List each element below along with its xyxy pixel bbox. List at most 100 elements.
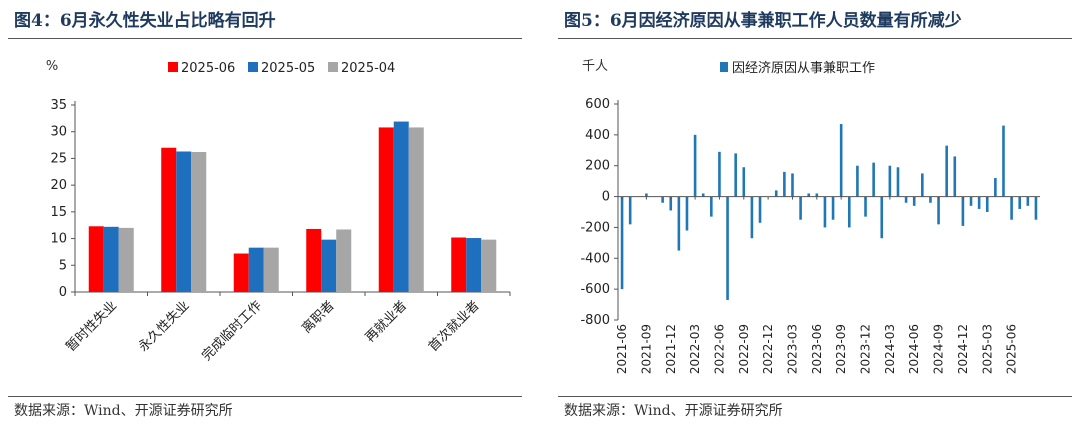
bar-month-23 bbox=[807, 193, 811, 197]
x-tick-label: 2021-06 bbox=[615, 324, 629, 374]
legend-swatch-2025-06 bbox=[168, 62, 178, 72]
x-tick-label: 2024-03 bbox=[883, 324, 897, 374]
x-tick-label: 暂时性失业 bbox=[63, 298, 120, 355]
source-divider bbox=[558, 396, 1072, 397]
bar-month-35 bbox=[904, 196, 908, 203]
legend-swatch-2025-05 bbox=[248, 62, 258, 72]
y-axis-unit: % bbox=[46, 59, 58, 74]
bar-month-0 bbox=[620, 196, 624, 290]
bar-month-19 bbox=[774, 190, 778, 197]
y-tick-label: 600 bbox=[585, 97, 610, 112]
bar-month-39 bbox=[937, 196, 940, 225]
bar-month-48 bbox=[1010, 196, 1013, 220]
bar-month-44 bbox=[977, 196, 981, 209]
figure-5-panel: 图5：6月因经济原因从事兼职工作人员数量有所减少 千人 因经济原因从事兼职工作 -8… bbox=[550, 0, 1080, 440]
bar-month-5 bbox=[661, 196, 664, 203]
bar-month-30 bbox=[864, 196, 867, 217]
bar-month-34 bbox=[896, 167, 900, 197]
x-tick-label: 首次就业者 bbox=[425, 298, 482, 355]
bar-month-21 bbox=[791, 173, 794, 197]
bar-month-45 bbox=[985, 196, 989, 212]
bar-2025-05-再就业者 bbox=[393, 121, 409, 292]
y-tick-label: -200 bbox=[580, 220, 610, 235]
bar-month-14 bbox=[734, 153, 737, 197]
bar-2025-04-暂时性失业 bbox=[118, 227, 134, 292]
bar-month-49 bbox=[1018, 196, 1022, 209]
x-tick-label: 2022-06 bbox=[712, 324, 726, 374]
x-tick-label: 2024-09 bbox=[932, 324, 946, 374]
x-tick-label: 2021-12 bbox=[664, 324, 678, 374]
bar-2025-05-完成临时工作 bbox=[248, 247, 264, 292]
y-tick-label: 400 bbox=[585, 128, 610, 143]
x-tick-label: 2022-09 bbox=[737, 324, 751, 374]
bar-month-31 bbox=[872, 162, 875, 197]
bar-month-46 bbox=[994, 178, 997, 197]
part-time-economic-reasons-chart: 千人 因经济原因从事兼职工作 -800 -600 -400 -200 0 200 400 600 2… bbox=[580, 59, 1040, 374]
bar-month-26 bbox=[831, 196, 835, 220]
x-tick-label: 2022-12 bbox=[761, 324, 775, 374]
bar-month-3 bbox=[645, 193, 648, 197]
figure-4-title: 图4：6月永久性失业占比略有回升 bbox=[14, 11, 276, 31]
bar-month-51 bbox=[1034, 196, 1038, 220]
x-tick-label: 永久性失业 bbox=[136, 298, 193, 355]
bar-2025-06-再就业者 bbox=[378, 127, 394, 292]
legend-label-2025-04: 2025-04 bbox=[341, 61, 395, 76]
x-tick-label: 2025-06 bbox=[1005, 324, 1019, 374]
bar-month-25 bbox=[823, 196, 827, 228]
y-tick-label: 0 bbox=[602, 190, 610, 205]
bar-month-40 bbox=[945, 145, 948, 197]
bar-month-37 bbox=[921, 173, 924, 197]
x-tick-label: 再就业者 bbox=[363, 298, 410, 345]
bar-month-15 bbox=[742, 167, 746, 197]
bar-month-33 bbox=[888, 165, 892, 197]
y-tick-label: 10 bbox=[50, 232, 67, 247]
bar-month-28 bbox=[847, 196, 851, 228]
x-tick-label: 2022-03 bbox=[688, 324, 702, 374]
bar-month-17 bbox=[758, 196, 762, 223]
y-tick-label: 200 bbox=[585, 159, 610, 174]
y-tick-label: 25 bbox=[50, 151, 67, 166]
figure-4-panel: 图4：6月永久性失业占比略有回升 % 2025-06 2025-05 2025-04 0… bbox=[0, 0, 530, 440]
y-tick-label: 0 bbox=[59, 285, 67, 300]
y-tick-label: -400 bbox=[580, 251, 610, 266]
bar-2025-05-暂时性失业 bbox=[103, 226, 119, 292]
figure-4-source: 数据来源：Wind、开源证券研究所 bbox=[14, 403, 233, 419]
y-tick-label: 15 bbox=[50, 205, 67, 220]
y-tick-label: 5 bbox=[59, 258, 67, 273]
bar-month-38 bbox=[929, 196, 932, 203]
bar-month-27 bbox=[839, 124, 843, 197]
bar-2025-06-永久性失业 bbox=[161, 147, 177, 292]
bar-month-43 bbox=[969, 196, 973, 206]
bar-month-9 bbox=[693, 134, 697, 197]
legend-swatch-2025-04 bbox=[328, 62, 338, 72]
bar-2025-06-完成临时工作 bbox=[233, 253, 249, 292]
x-tick-label: 完成临时工作 bbox=[199, 298, 265, 364]
y-tick-label: -800 bbox=[580, 313, 610, 328]
bar-2025-06-离职者 bbox=[306, 228, 322, 292]
bar-month-42 bbox=[961, 196, 965, 226]
bar-2025-06-首次就业者 bbox=[451, 237, 467, 292]
figure-5-title: 图5：6月因经济原因从事兼职工作人员数量有所减少 bbox=[564, 11, 962, 31]
y-tick-label: -600 bbox=[580, 282, 610, 297]
unemployment-share-chart: % 2025-06 2025-05 2025-04 0 5 10 15 20 25 30 35 暂时性失… bbox=[46, 59, 511, 364]
bar-2025-04-首次就业者 bbox=[481, 239, 497, 292]
bar-2025-04-完成临时工作 bbox=[263, 247, 279, 292]
legend-label: 因经济原因从事兼职工作 bbox=[732, 61, 875, 76]
bar-month-24 bbox=[815, 193, 819, 197]
figure-5-source: 数据来源：Wind、开源证券研究所 bbox=[564, 403, 783, 419]
bar-month-10 bbox=[701, 193, 705, 197]
y-tick-label: 20 bbox=[50, 178, 67, 193]
x-tick-label: 离职者 bbox=[299, 298, 338, 337]
bar-month-20 bbox=[783, 171, 786, 197]
bar-month-50 bbox=[1026, 196, 1030, 206]
bar-2025-06-暂时性失业 bbox=[88, 226, 104, 292]
y-tick-label: 30 bbox=[50, 125, 67, 140]
bar-month-16 bbox=[750, 196, 754, 239]
bar-month-22 bbox=[799, 196, 802, 220]
legend-label-2025-05: 2025-05 bbox=[261, 61, 315, 76]
legend-label-2025-06: 2025-06 bbox=[181, 61, 235, 76]
title-divider bbox=[8, 38, 522, 39]
bar-month-6 bbox=[669, 196, 673, 211]
bar-2025-04-再就业者 bbox=[408, 127, 424, 292]
source-divider bbox=[8, 396, 522, 397]
